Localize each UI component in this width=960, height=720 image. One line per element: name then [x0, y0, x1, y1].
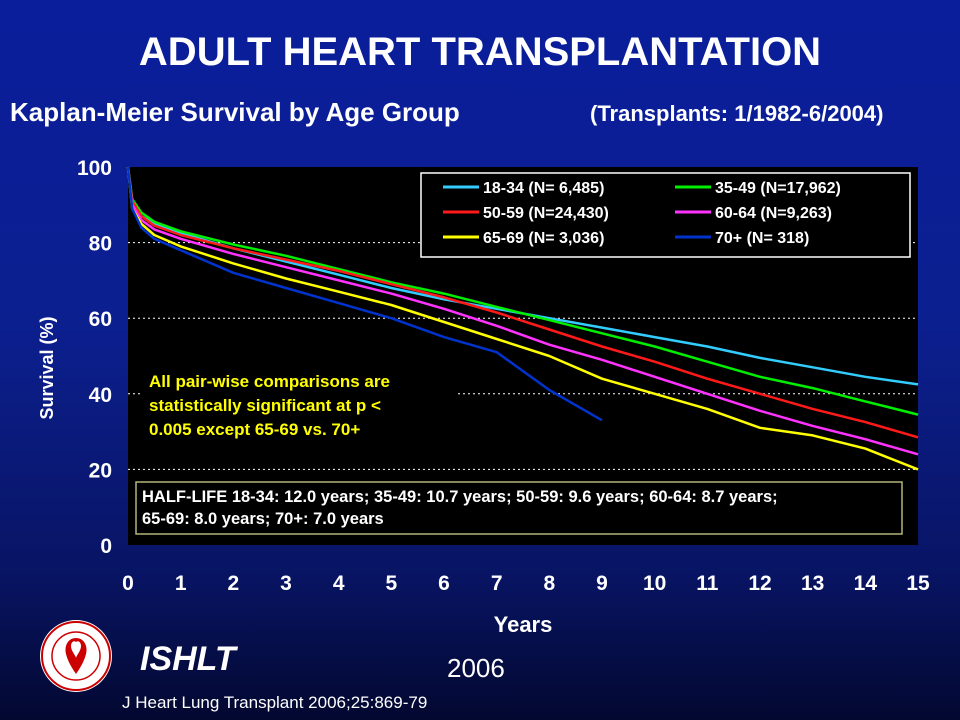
legend-entry: 70+ (N= 318) [715, 230, 809, 247]
x-tick-label: 2 [227, 572, 239, 595]
publication-year: 2006 [447, 653, 505, 683]
pairwise-annotation: All pair-wise comparisons are statistica… [142, 366, 458, 442]
x-tick-label: 1 [175, 572, 187, 595]
series-line-5 [126, 166, 919, 471]
series-line-1 [126, 166, 919, 386]
x-axis-ticks: 0 1 2 3 4 5 6 7 8 9 10 11 12 13 14 15 [122, 572, 930, 595]
y-tick-label: 100 [77, 157, 112, 180]
half-life-line-2: 65-69: 8.0 years; 70+: 7.0 years [142, 510, 384, 528]
series-line-4 [126, 166, 919, 456]
x-axis-label: Years [494, 612, 553, 637]
x-tick-label: 9 [596, 572, 608, 595]
x-tick-label: 13 [801, 572, 824, 595]
legend-box [420, 172, 911, 258]
x-tick-label: 6 [438, 572, 450, 595]
y-tick-label: 60 [89, 308, 112, 331]
half-life-box: HALF-LIFE 18-34: 12.0 years; 35-49: 10.7… [135, 481, 903, 535]
series-lines [126, 166, 919, 471]
transplant-period: (Transplants: 1/1982-6/2004) [590, 101, 884, 126]
x-tick-label: 4 [333, 572, 345, 595]
y-axis-ticks: 0 20 40 60 80 100 [77, 157, 112, 558]
legend-entry: 60-64 (N=9,263) [715, 205, 832, 222]
page-title: ADULT HEART TRANSPLANTATION [138, 30, 822, 74]
x-tick-label: 12 [748, 572, 771, 595]
x-tick-label: 10 [643, 572, 666, 595]
series-line-2 [126, 166, 919, 416]
half-life-line-1: HALF-LIFE 18-34: 12.0 years; 35-49: 10.7… [142, 488, 778, 506]
series-line-3 [126, 166, 919, 439]
x-tick-label: 14 [854, 572, 878, 595]
legend-entry: 50-59 (N=24,430) [483, 205, 609, 222]
y-tick-label: 20 [89, 459, 112, 482]
legend-entry: 65-69 (N= 3,036) [483, 230, 604, 247]
citation: J Heart Lung Transplant 2006;25:869-79 [122, 693, 428, 712]
legend-entry: 35-49 (N=17,962) [715, 180, 841, 197]
legend-entry: 18-34 (N= 6,485) [483, 180, 604, 197]
x-tick-label: 3 [280, 572, 292, 595]
legend: 18-34 (N= 6,485) 35-49 (N=17,962) 50-59 (N… [420, 172, 911, 258]
y-axis-label: Survival (%) [37, 316, 57, 419]
y-tick-label: 40 [89, 384, 112, 407]
x-tick-label: 0 [122, 572, 134, 595]
chart-subtitle: Kaplan-Meier Survival by Age Group [10, 97, 460, 127]
series-line-6 [126, 166, 603, 422]
x-tick-label: 5 [385, 572, 397, 595]
x-tick-label: 7 [491, 572, 503, 595]
pairwise-line-3: 0.005 except 65-69 vs. 70+ [149, 420, 360, 439]
x-tick-label: 11 [696, 572, 719, 595]
x-tick-label: 8 [543, 572, 555, 595]
pairwise-line-2: statistically significant at p < [149, 396, 381, 415]
organization-name: ISHLT [140, 640, 236, 678]
y-tick-label: 80 [89, 233, 112, 256]
x-tick-label: 15 [906, 572, 930, 595]
ishlt-seal-icon [38, 618, 114, 699]
y-tick-label: 0 [100, 535, 112, 558]
pairwise-line-1: All pair-wise comparisons are [149, 372, 390, 391]
